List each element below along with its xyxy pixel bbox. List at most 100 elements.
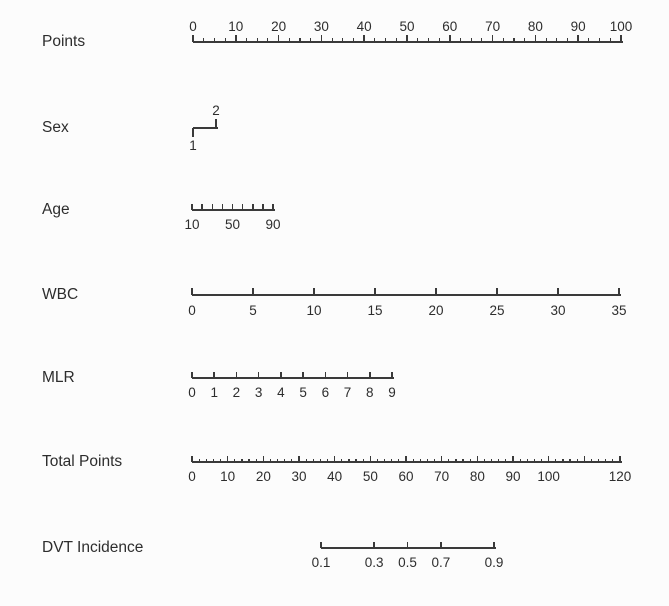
tick-major-age	[211, 204, 213, 210]
tick-label-total-points: 0	[188, 469, 196, 484]
tick-label-wbc: 15	[367, 303, 383, 318]
tick-minor-total-points	[291, 459, 293, 462]
tick-major-mlr	[324, 372, 327, 378]
tick-label-points: 30	[313, 19, 329, 34]
tick-minor-points	[524, 38, 526, 42]
tick-minor-points	[556, 38, 558, 42]
tick-minor-total-points	[384, 459, 386, 462]
tick-label-wbc: 0	[188, 303, 196, 318]
tick-minor-points	[256, 38, 258, 42]
tick-major-age	[201, 204, 203, 210]
tick-minor-total-points	[205, 459, 207, 462]
tick-label-mlr: 6	[321, 385, 330, 400]
tick-major-points	[277, 35, 280, 42]
tick-label-dvt-incidence: 0.9	[484, 555, 504, 570]
tick-label-points: 90	[570, 19, 586, 34]
axis-title-dvt-incidence: DVT Incidence	[42, 539, 144, 556]
tick-label-points: 20	[271, 19, 287, 34]
axis-line-total-points	[192, 461, 622, 463]
tick-minor-total-points	[248, 459, 250, 462]
tick-minor-total-points	[483, 459, 486, 462]
tick-minor-points	[267, 38, 269, 42]
tick-label-mlr: 8	[366, 385, 374, 400]
tick-major-dvt-incidence	[373, 542, 375, 548]
tick-minor-total-points	[398, 459, 400, 462]
tick-minor-total-points	[348, 459, 350, 462]
tick-minor-total-points	[462, 459, 464, 462]
tick-major-total-points	[512, 456, 514, 462]
tick-label-points: 50	[399, 19, 415, 34]
tick-major-mlr	[280, 372, 282, 378]
tick-major-dvt-incidence	[406, 542, 409, 548]
tick-minor-points	[224, 38, 226, 42]
tick-major-age	[231, 204, 234, 210]
tick-minor-total-points	[519, 459, 521, 462]
tick-minor-total-points	[319, 459, 321, 462]
tick-label-total-points: 100	[537, 469, 560, 484]
tick-minor-total-points	[612, 459, 614, 462]
tick-label-total-points: 90	[505, 469, 521, 484]
tick-major-mlr	[346, 372, 349, 378]
tick-major-mlr	[235, 372, 238, 378]
tick-major-mlr	[257, 372, 260, 378]
tick-minor-total-points	[526, 459, 528, 462]
tick-label-mlr: 0	[188, 385, 196, 400]
axis-line-age	[192, 209, 275, 211]
tick-major-points	[534, 35, 537, 42]
tick-label-mlr: 7	[343, 385, 352, 400]
axis-title-total-points: Total Points	[42, 453, 123, 470]
tick-minor-total-points	[448, 459, 450, 462]
tick-major-age	[262, 204, 264, 210]
tick-major-wbc	[557, 288, 559, 295]
tick-major-points	[449, 35, 451, 42]
tick-minor-total-points	[555, 459, 557, 462]
tick-major-points	[491, 35, 494, 42]
tick-label-sex: 2	[212, 103, 220, 118]
tick-label-mlr: 4	[277, 385, 285, 400]
tick-minor-total-points	[341, 459, 343, 462]
tick-minor-total-points	[412, 459, 414, 462]
tick-minor-total-points	[419, 459, 421, 462]
tick-label-wbc: 35	[611, 303, 627, 318]
tick-minor-total-points	[426, 459, 428, 462]
tick-label-points: 70	[485, 19, 501, 34]
tick-label-points: 80	[527, 19, 543, 34]
tick-label-age: 90	[265, 217, 281, 232]
tick-minor-points	[599, 38, 601, 42]
tick-minor-points	[481, 38, 483, 42]
tick-minor-points	[417, 38, 419, 42]
tick-minor-points	[385, 38, 387, 42]
tick-major-sex	[192, 128, 194, 137]
tick-minor-points	[427, 38, 429, 42]
tick-minor-points	[352, 38, 355, 42]
axis-title-age: Age	[42, 201, 70, 218]
tick-major-total-points	[547, 456, 550, 462]
tick-minor-total-points	[569, 459, 571, 462]
tick-minor-total-points	[284, 459, 286, 462]
tick-minor-points	[245, 38, 248, 42]
tick-minor-total-points	[277, 459, 279, 462]
axis-title-sex: Sex	[42, 119, 69, 136]
tick-major-wbc	[618, 288, 620, 295]
tick-major-points	[363, 35, 365, 42]
tick-major-age	[252, 204, 254, 210]
tick-label-total-points: 30	[291, 469, 307, 484]
tick-minor-total-points	[605, 459, 607, 462]
tick-label-dvt-incidence: 0.1	[311, 555, 331, 570]
tick-minor-total-points	[598, 459, 600, 462]
tick-minor-points	[395, 38, 397, 42]
tick-major-wbc	[496, 288, 498, 295]
tick-minor-points	[502, 38, 504, 42]
tick-major-sex	[215, 119, 217, 128]
tick-minor-total-points	[198, 459, 200, 462]
tick-minor-total-points	[540, 459, 543, 462]
tick-minor-points	[470, 38, 472, 42]
axis-line-wbc	[192, 294, 621, 296]
tick-minor-total-points	[212, 459, 214, 462]
tick-minor-total-points	[219, 459, 222, 462]
tick-minor-total-points	[376, 459, 379, 462]
tick-minor-total-points	[255, 459, 257, 462]
tick-major-total-points	[476, 456, 479, 462]
tick-major-total-points	[619, 456, 621, 462]
tick-label-mlr: 5	[299, 385, 307, 400]
